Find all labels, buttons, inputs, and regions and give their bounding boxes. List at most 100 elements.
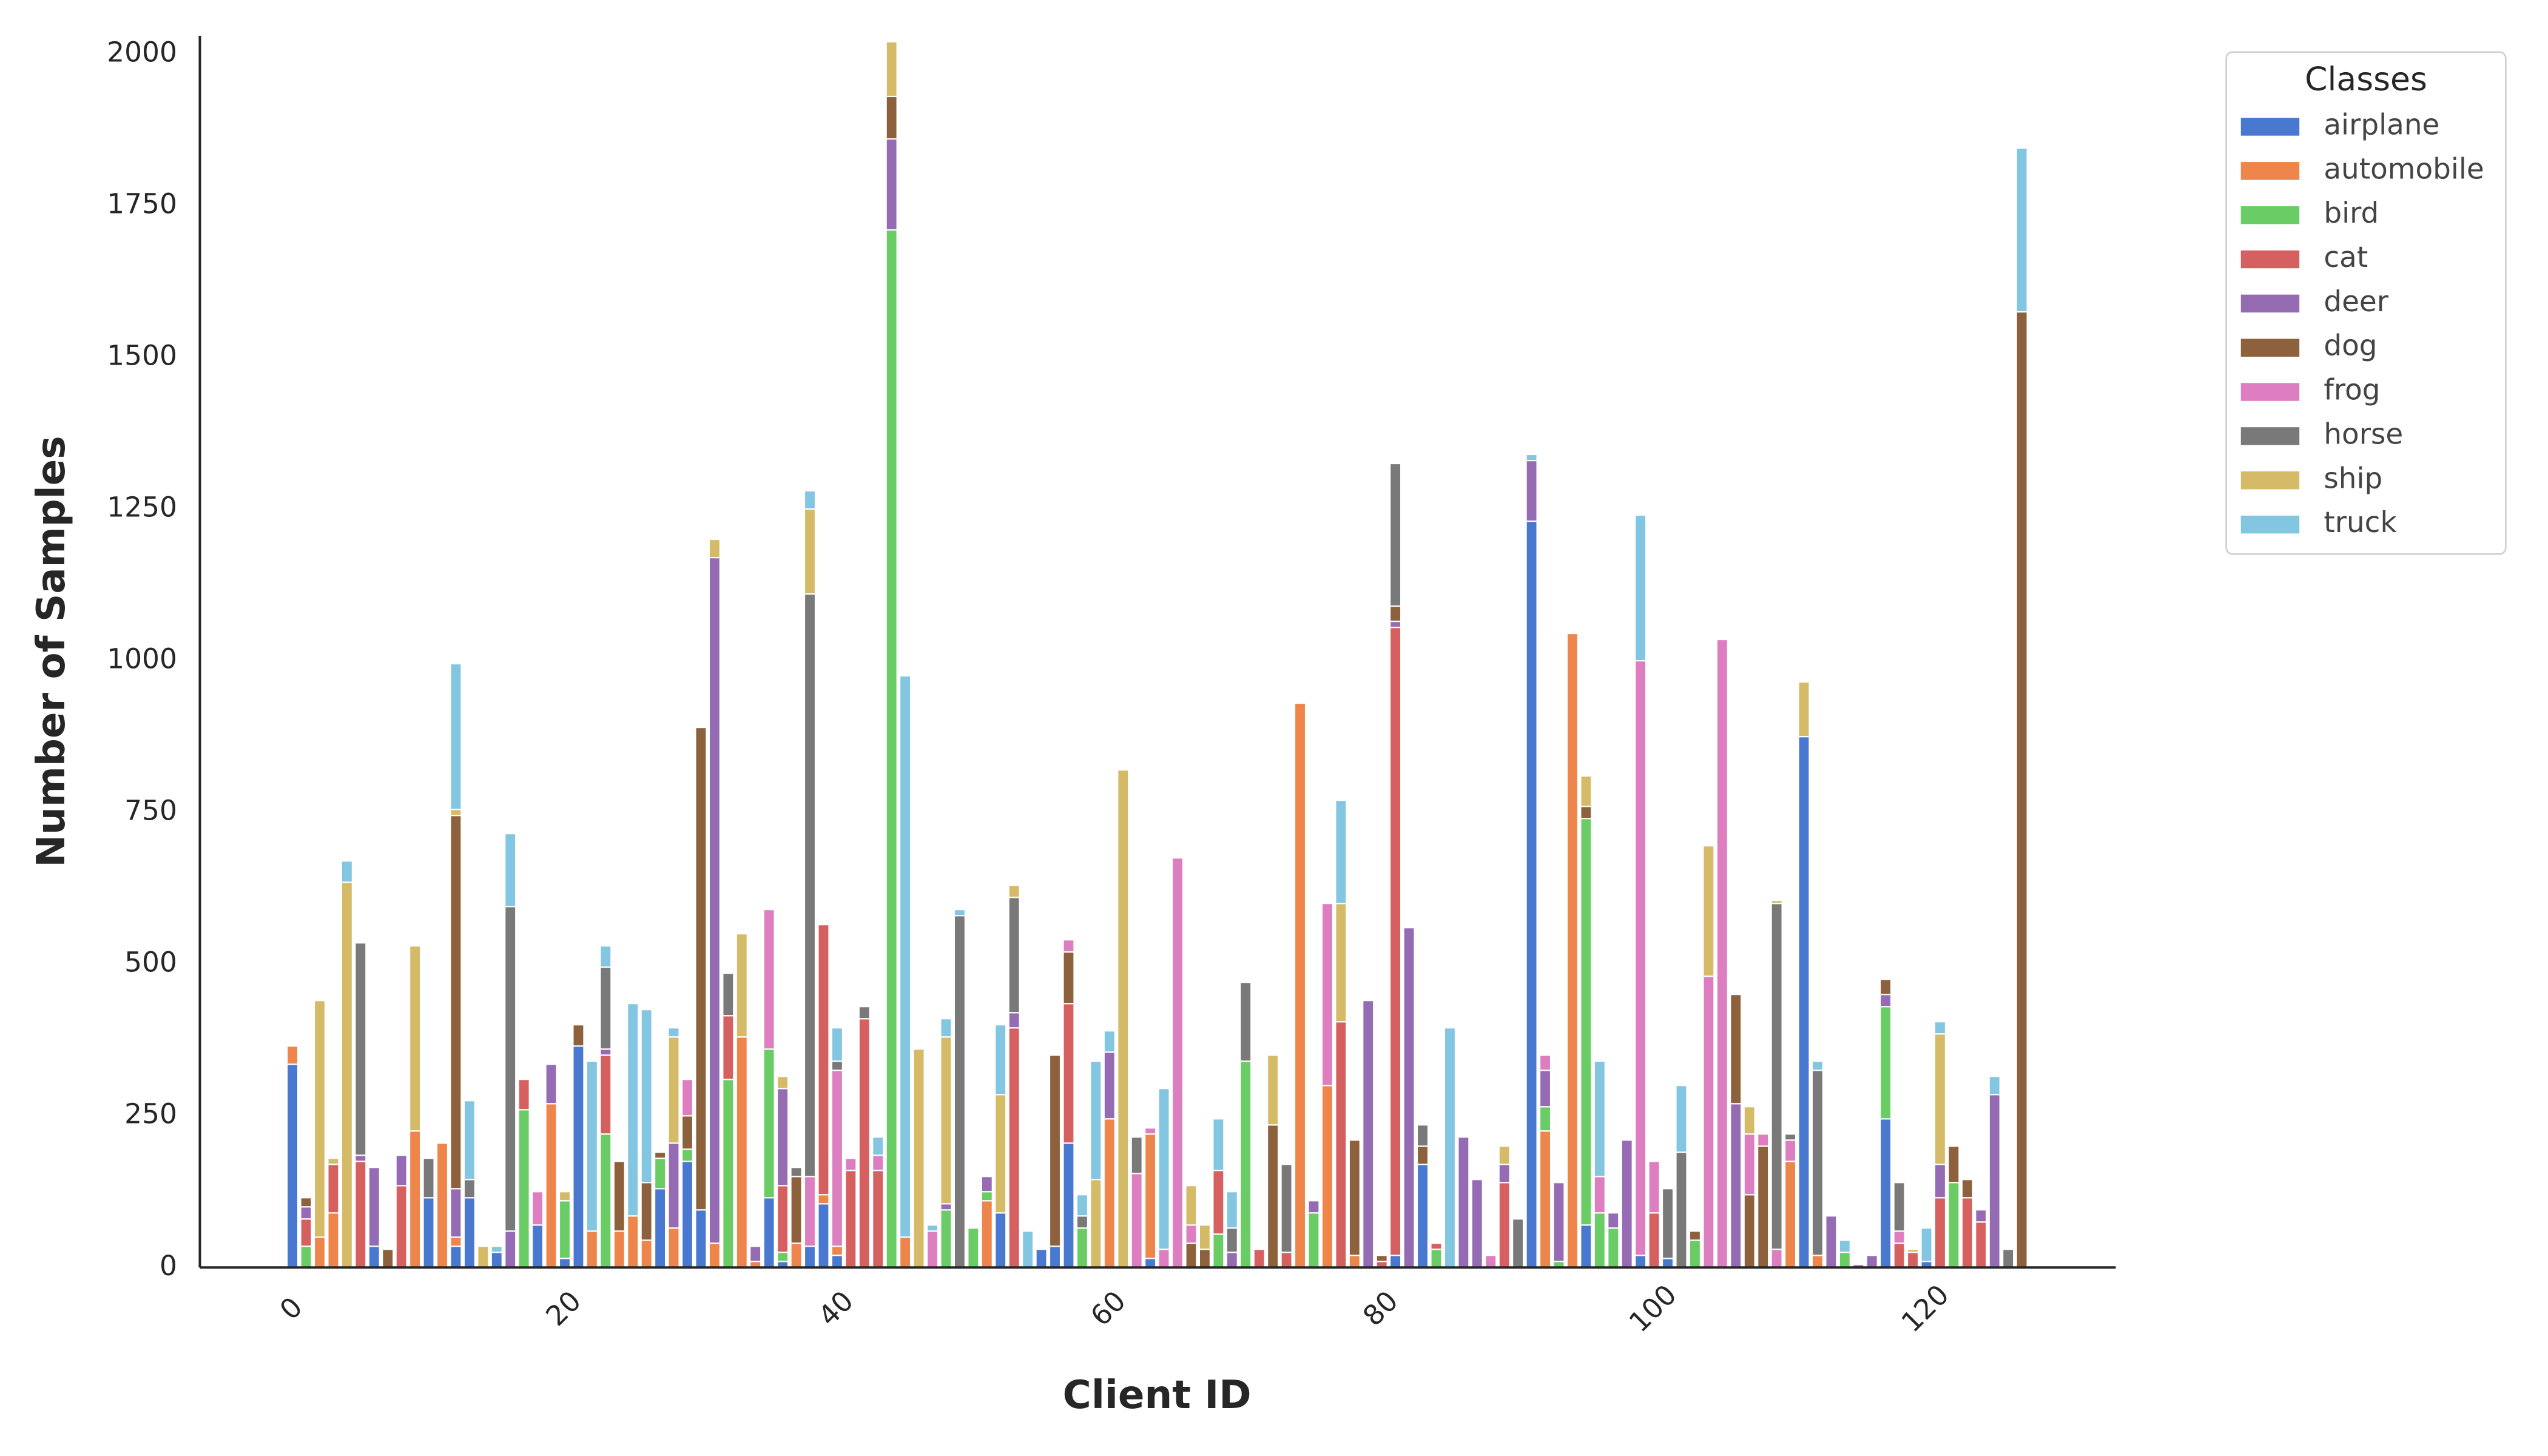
bar-segment xyxy=(450,663,462,811)
bar-segment xyxy=(667,1027,680,1038)
bar-segment xyxy=(1879,1006,1892,1120)
bar-segment xyxy=(803,1176,817,1247)
bar-segment xyxy=(1988,1094,2001,1269)
bar-segment xyxy=(640,1009,653,1184)
bar-segment xyxy=(1171,857,1184,1269)
bar-segment xyxy=(504,833,517,908)
bar-segment xyxy=(1403,927,1415,1269)
bar-segment xyxy=(817,1203,830,1269)
bar-segment xyxy=(395,1154,408,1187)
bar-segment xyxy=(777,1088,789,1187)
bar-segment xyxy=(1062,939,1075,953)
bar-segment xyxy=(1267,1124,1279,1269)
legend-label: truck xyxy=(2324,506,2396,539)
bar-segment xyxy=(1593,1060,1606,1178)
bar-segment xyxy=(1348,1255,1361,1269)
bar-segment xyxy=(1335,800,1347,905)
bar-segment xyxy=(1008,885,1020,898)
bar-segment xyxy=(1389,1255,1402,1269)
x-axis-title: Client ID xyxy=(1063,1372,1252,1418)
bar-segment xyxy=(1838,1252,1851,1269)
bar-segment xyxy=(1648,1212,1660,1269)
bar-segment xyxy=(763,909,775,1050)
bar-segment xyxy=(585,1230,598,1269)
bar-segment xyxy=(1144,1127,1157,1135)
bar-segment xyxy=(1593,1176,1606,1214)
bar-segment xyxy=(1866,1255,1878,1269)
bar-segment xyxy=(1471,1179,1483,1269)
bar-segment xyxy=(585,1060,598,1232)
bar-segment xyxy=(735,1036,748,1269)
bar-segment xyxy=(1212,1233,1225,1269)
bar-segment xyxy=(1416,1145,1429,1165)
bar-segment xyxy=(1975,1221,1987,1269)
bar-segment xyxy=(1103,1030,1116,1053)
bar-segment xyxy=(1784,1139,1797,1162)
legend-swatch xyxy=(2240,162,2300,180)
legend-swatch xyxy=(2240,383,2300,401)
legend-label: dog xyxy=(2324,329,2377,363)
bar-segment xyxy=(1375,1255,1388,1262)
legend-swatch xyxy=(2240,515,2300,534)
bar-segment xyxy=(1512,1218,1525,1269)
bar-segment xyxy=(777,1252,789,1262)
bar-segment xyxy=(340,881,353,1269)
bar-segment xyxy=(504,1230,517,1269)
bar-segment xyxy=(450,809,462,817)
bar-segment xyxy=(844,1158,857,1171)
bar-segment xyxy=(803,593,817,1178)
bar-segment xyxy=(1757,1133,1770,1147)
x-tick-label: 20 xyxy=(540,1285,587,1332)
legend-swatch xyxy=(2240,206,2300,224)
bar-segment xyxy=(1552,1182,1565,1262)
bar-segment xyxy=(327,1158,340,1165)
bar-segment xyxy=(1185,1224,1198,1244)
y-tick-label: 250 xyxy=(124,1098,177,1130)
bar-segment xyxy=(1389,605,1402,622)
bar-segment xyxy=(300,1218,312,1247)
bar-segment xyxy=(1607,1212,1620,1229)
bar-segment xyxy=(613,1230,625,1269)
bar-segment xyxy=(1144,1133,1157,1259)
bar-segment xyxy=(545,1103,558,1269)
legend-swatch xyxy=(2240,339,2300,357)
bar-segment xyxy=(558,1191,571,1202)
x-tick-label: 40 xyxy=(812,1285,860,1332)
bar-segment xyxy=(1648,1161,1660,1214)
bar-segment xyxy=(1048,1054,1062,1247)
bar-segment xyxy=(654,1188,667,1269)
bar-segment xyxy=(967,1227,980,1269)
bar-segment xyxy=(2015,147,2028,313)
bar-segment xyxy=(980,1191,993,1202)
bar-segment xyxy=(1022,1230,1034,1269)
bar-segment xyxy=(803,490,817,510)
bar-segment xyxy=(803,1245,817,1269)
legend-label: frog xyxy=(2324,374,2380,407)
bar-segment xyxy=(463,1100,476,1181)
bar-segment xyxy=(640,1182,653,1241)
bar-segment xyxy=(885,41,898,98)
bar-segment xyxy=(450,1245,462,1269)
bar-segment xyxy=(695,1209,707,1269)
bar-segment xyxy=(1293,703,1307,1269)
bar-segment xyxy=(831,1255,843,1269)
bar-segment xyxy=(1580,818,1592,1226)
bar-segment xyxy=(368,1245,380,1269)
bar-segment xyxy=(1185,1185,1198,1226)
bar-segment xyxy=(1035,1249,1048,1269)
bar-segment xyxy=(994,1094,1007,1214)
y-tick-label: 0 xyxy=(160,1250,177,1282)
plot-area xyxy=(286,41,2028,1269)
bar-segment xyxy=(1743,1194,1756,1269)
bar-segment xyxy=(1389,627,1402,1256)
bar-segment xyxy=(1730,1103,1742,1269)
bar-segment xyxy=(382,1249,394,1269)
bar-segment xyxy=(885,95,898,140)
bar-segment xyxy=(354,942,367,1156)
bar-segment xyxy=(1130,1136,1143,1175)
bar-segment xyxy=(1348,1139,1361,1256)
bar-segment xyxy=(627,1215,639,1269)
bar-segment xyxy=(1634,514,1647,662)
bar-segment xyxy=(558,1258,571,1269)
